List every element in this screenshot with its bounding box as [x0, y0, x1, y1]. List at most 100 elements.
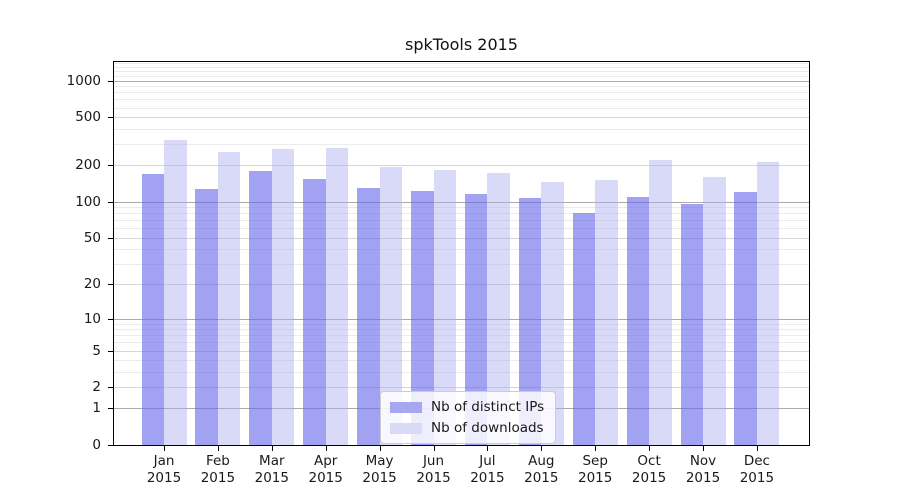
x-tick-label-year: 2015 [470, 470, 505, 486]
x-tick-mark [703, 446, 704, 451]
x-tick-mark [433, 446, 435, 451]
gridline-minor [114, 360, 809, 362]
bar-distinct-ips-sep [572, 213, 596, 445]
x-tick-mark [164, 446, 165, 451]
bar-distinct-ips-nov [680, 203, 703, 445]
legend-label-distinct-ips: Nb of distinct IPs [431, 399, 545, 415]
gridline-minor [114, 263, 809, 265]
gridline-minor [114, 71, 809, 72]
x-tick-label-year: 2015 [362, 470, 397, 486]
bar-downloads-nov [703, 177, 726, 445]
gridline-minor [114, 62, 809, 64]
bar-downloads-sep [595, 180, 618, 445]
gridline-minor [114, 207, 809, 209]
bar-distinct-ips-jun [411, 191, 434, 445]
legend-swatch-downloads-icon [390, 422, 422, 434]
gridline [114, 284, 809, 286]
legend: Nb of distinct IPs Nb of downloads [380, 391, 557, 444]
y-tick-mark [108, 237, 113, 239]
y-tick-mark [108, 387, 113, 389]
y-tick-label: 1000 [66, 72, 101, 89]
y-tick-mark [108, 165, 113, 167]
legend-item-downloads: Nb of downloads [390, 420, 544, 436]
gridline-minor [114, 342, 809, 344]
x-tick-label-month: May [365, 453, 394, 469]
gridline [114, 237, 809, 239]
y-tick-label: 5 [92, 342, 101, 359]
gridline-minor [114, 92, 809, 94]
bar-distinct-ips-feb [195, 189, 218, 445]
x-tick-label-year: 2015 [416, 470, 451, 486]
gridline [114, 117, 809, 119]
bar-downloads-jan [164, 139, 187, 445]
chart-title: spkTools 2015 [405, 35, 518, 54]
y-tick-label: 50 [83, 229, 101, 246]
x-tick-label-month: Mar [259, 453, 285, 469]
bar-downloads-mar [271, 148, 295, 445]
bar-downloads-feb [217, 151, 241, 445]
gridline [114, 80, 809, 82]
x-tick-label-year: 2015 [578, 470, 613, 486]
gridline-minor [114, 86, 809, 88]
gridline [114, 350, 809, 352]
x-tick-label-year: 2015 [631, 470, 667, 486]
gridline-minor [114, 75, 809, 77]
x-tick-label-month: Dec [743, 453, 770, 469]
gridline-minor [114, 128, 809, 130]
bar-downloads-jul [487, 172, 510, 445]
y-tick-mark [108, 445, 113, 446]
gridline-minor [114, 107, 809, 109]
gridline-minor [114, 213, 809, 215]
gridline [114, 201, 809, 203]
bar-downloads-may [379, 166, 403, 445]
legend-label-downloads: Nb of downloads [431, 420, 544, 436]
bar-distinct-ips-oct [626, 196, 650, 445]
x-tick-label-year: 2015 [308, 470, 343, 486]
plot-area [113, 61, 810, 446]
y-tick-label: 1 [92, 400, 101, 417]
x-tick-label-month: Aug [528, 453, 555, 469]
x-tick-mark [325, 446, 327, 451]
x-tick-mark [217, 446, 219, 451]
x-tick-label-month: Jun [422, 453, 445, 469]
x-tick-mark [649, 446, 651, 451]
gridline-minor [114, 329, 809, 331]
gridline-minor [114, 249, 809, 251]
bar-downloads-aug [541, 181, 564, 445]
gridline-minor [114, 228, 809, 230]
x-tick-mark [271, 446, 273, 451]
y-tick-mark [108, 80, 113, 82]
bar-distinct-ips-mar [249, 170, 272, 445]
gridline-minor [114, 323, 809, 325]
x-tick-label-month: Jan [153, 453, 175, 469]
x-tick-mark [541, 446, 543, 451]
y-tick-mark [108, 201, 113, 203]
bar-distinct-ips-aug [518, 198, 542, 445]
y-tick-label: 500 [75, 109, 101, 126]
y-tick-label: 2 [92, 379, 101, 396]
bar-distinct-ips-jul [464, 194, 488, 445]
x-tick-label-year: 2015 [524, 470, 559, 486]
x-tick-mark [756, 446, 758, 451]
y-tick-label: 20 [83, 276, 101, 293]
gridline [114, 318, 809, 320]
y-tick-mark [108, 284, 113, 286]
x-tick-label-month: Jul [479, 453, 496, 469]
gridline-minor [114, 66, 809, 68]
bar-distinct-ips-may [357, 187, 380, 445]
bar-distinct-ips-dec [734, 192, 757, 445]
x-tick-label-year: 2015 [739, 470, 775, 486]
gridline-minor [114, 144, 809, 145]
y-tick-mark [108, 350, 113, 352]
bar-distinct-ips-jan [141, 173, 164, 445]
y-tick-label: 100 [75, 193, 101, 210]
y-tick-mark [108, 408, 113, 410]
bar-downloads-dec [756, 161, 780, 445]
gridline [114, 165, 809, 167]
x-tick-label-month: Oct [637, 453, 661, 469]
x-tick-label-month: Feb [205, 453, 230, 469]
bar-distinct-ips-apr [303, 178, 326, 445]
x-tick-label-year: 2015 [685, 470, 721, 486]
legend-swatch-distinct-ips-icon [390, 401, 422, 413]
